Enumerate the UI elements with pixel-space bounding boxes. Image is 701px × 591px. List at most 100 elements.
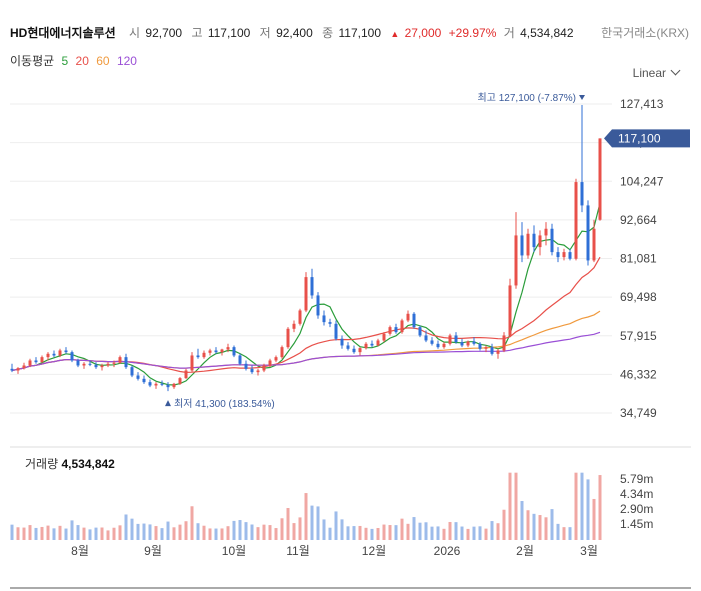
volume-bar xyxy=(70,520,74,540)
candle-body xyxy=(460,342,464,346)
candle-body xyxy=(40,357,44,363)
candle-body xyxy=(262,365,266,371)
candle-body xyxy=(196,355,200,358)
volume-bar xyxy=(172,527,176,540)
candle-body xyxy=(112,362,116,364)
candle-body xyxy=(436,343,440,348)
volume-bar xyxy=(40,526,44,540)
candle-body xyxy=(370,343,374,346)
volume-bar xyxy=(238,520,242,540)
candle-body xyxy=(352,348,356,353)
candle-body xyxy=(88,363,92,365)
y-tick-label: 69,498 xyxy=(620,290,657,304)
candle-body xyxy=(484,347,488,349)
volume-bar xyxy=(430,526,434,540)
volume-bar xyxy=(190,506,194,540)
scale-mode-dropdown[interactable]: Linear xyxy=(632,65,681,80)
close-value: 117,100 xyxy=(338,26,382,40)
ma-5-label[interactable]: 5 xyxy=(61,54,69,68)
candle-body xyxy=(256,370,260,373)
volume-bar xyxy=(58,525,62,540)
volume-bar xyxy=(538,515,542,540)
candle-body xyxy=(124,357,128,368)
candle-body xyxy=(340,338,344,346)
volume-bar xyxy=(64,528,68,540)
volume-bar xyxy=(376,528,380,540)
volume-bar xyxy=(130,518,134,540)
candle-body xyxy=(514,235,518,286)
candle-body xyxy=(52,353,56,356)
volume-bar xyxy=(250,524,254,540)
y-tick-label: 104,247 xyxy=(620,174,664,188)
volume-bar xyxy=(496,523,500,540)
x-tick-label: 2월 xyxy=(516,544,534,558)
ma-legend-label: 이동평균 xyxy=(10,54,55,68)
quote-header: HD현대에너지솔루션 시 92,700 고 117,100 저 92,400 종… xyxy=(10,24,691,42)
volume-bar xyxy=(10,524,14,540)
volume-label: 거 xyxy=(503,26,515,40)
ma-60-label[interactable]: 60 xyxy=(96,54,110,68)
volume-bar xyxy=(292,523,296,540)
x-tick-label: 12월 xyxy=(362,544,386,558)
max-price-annotation: 최고 127,100 (-7.87%) xyxy=(478,92,576,104)
volume-bar xyxy=(268,525,272,540)
volume-bar xyxy=(478,526,482,540)
open-value: 92,700 xyxy=(145,26,183,40)
volume-bar xyxy=(82,527,86,540)
candle-body xyxy=(82,363,86,366)
y-tick-label: 34,749 xyxy=(620,406,657,420)
y-tick-label: 46,332 xyxy=(620,367,657,381)
candle-body xyxy=(376,340,380,346)
candle-body xyxy=(190,355,194,371)
high-value: 117,100 xyxy=(207,26,251,40)
x-tick-label: 11월 xyxy=(286,544,310,558)
candle-body xyxy=(46,353,50,358)
volume-bar xyxy=(406,523,410,540)
candle-body xyxy=(142,378,146,383)
volume-bar xyxy=(418,522,422,540)
volume-bar xyxy=(580,472,584,540)
ma-20-label[interactable]: 20 xyxy=(75,54,89,68)
volume-bar xyxy=(448,521,452,540)
volume-bar xyxy=(466,528,470,540)
volume-bar xyxy=(334,511,338,540)
volume-bar xyxy=(454,522,458,540)
volume-bar xyxy=(52,528,56,540)
candle-body xyxy=(244,363,248,369)
ma-120-label[interactable]: 120 xyxy=(116,54,137,68)
volume-bar xyxy=(154,526,158,540)
volume-bar xyxy=(400,518,404,540)
volume-bar xyxy=(442,528,446,540)
volume-bar xyxy=(226,526,230,540)
candle-body xyxy=(598,138,602,220)
change-value: 27,000 xyxy=(404,26,442,40)
volume-bar xyxy=(46,525,50,540)
candle-body xyxy=(268,360,272,366)
x-tick-label: 9월 xyxy=(144,544,162,558)
ma-120-line xyxy=(11,331,601,372)
volume-bar xyxy=(220,528,224,540)
volume-bar xyxy=(286,508,290,540)
candle-body xyxy=(478,343,482,349)
candle-body xyxy=(508,285,512,336)
exchange-name: 한국거래소(KRX) xyxy=(601,26,689,40)
candle-body xyxy=(136,375,140,379)
candle-body xyxy=(220,349,224,353)
candle-body xyxy=(64,350,68,353)
candle-body xyxy=(358,348,362,353)
volume-bar xyxy=(532,513,536,540)
volume-value: 4,534,842 xyxy=(520,26,574,40)
candle-body xyxy=(490,347,494,354)
candle-body xyxy=(106,363,110,366)
volume-bar xyxy=(166,521,170,540)
y-tick-label: 57,915 xyxy=(620,329,657,343)
scale-mode-label: Linear xyxy=(632,66,666,80)
volume-bar xyxy=(112,527,116,540)
candle-body xyxy=(328,322,332,324)
high-label: 고 xyxy=(191,26,203,40)
volume-bar xyxy=(364,527,368,540)
candle-body xyxy=(520,235,524,256)
x-tick-label: 2026 xyxy=(434,544,461,558)
candle-body xyxy=(70,352,74,361)
